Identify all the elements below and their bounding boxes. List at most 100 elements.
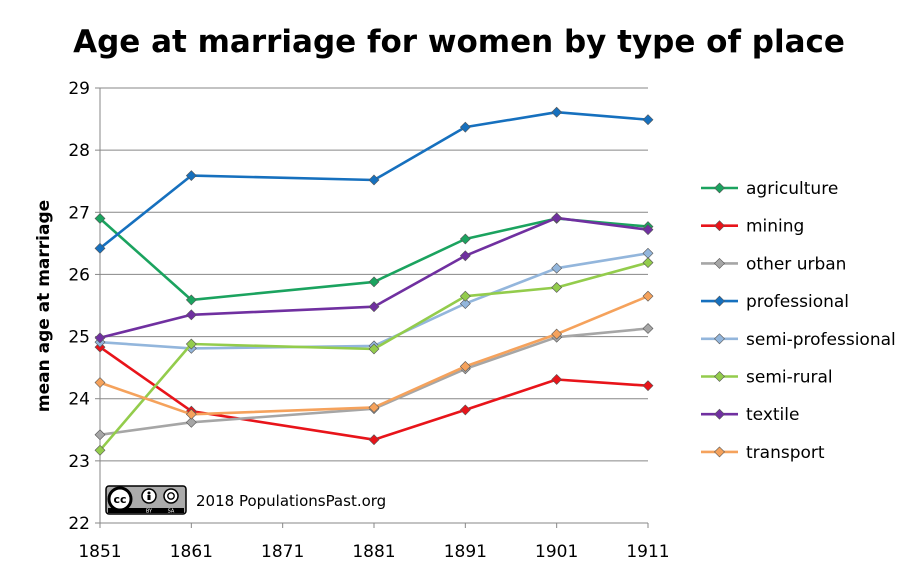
data-point bbox=[185, 416, 197, 428]
legend-item-textile: textile bbox=[701, 405, 799, 425]
legend-marker bbox=[714, 182, 725, 194]
legend-marker bbox=[714, 446, 725, 458]
legend-label: semi-rural bbox=[746, 368, 833, 388]
data-point bbox=[551, 262, 563, 274]
x-tick-label: 1861 bbox=[170, 542, 213, 562]
credit-text: 2018 PopulationsPast.org bbox=[196, 492, 386, 510]
x-tick-label: 1871 bbox=[261, 542, 304, 562]
legend-item-transport: transport bbox=[701, 443, 825, 463]
legend-label: professional bbox=[746, 292, 849, 312]
data-point bbox=[94, 377, 106, 388]
data-point bbox=[459, 404, 471, 416]
legend-label: mining bbox=[746, 217, 804, 237]
data-point bbox=[368, 301, 380, 313]
data-point bbox=[94, 429, 106, 441]
y-tick-label: 22 bbox=[68, 514, 90, 534]
series-semi-professional bbox=[94, 247, 654, 354]
y-tick-label: 25 bbox=[68, 328, 90, 348]
series-mining bbox=[94, 341, 654, 446]
data-point bbox=[94, 213, 106, 224]
y-axis-ticks: 22 23 24 25 26 27 28 29 bbox=[68, 79, 100, 534]
data-point bbox=[551, 212, 563, 224]
cc-sa-icon-arc bbox=[167, 492, 175, 500]
series-line bbox=[99, 110, 649, 250]
series-transport bbox=[94, 290, 654, 420]
legend-marker bbox=[714, 408, 725, 420]
legend-marker bbox=[714, 371, 725, 382]
x-tick-label: 1891 bbox=[444, 542, 487, 562]
data-point bbox=[459, 233, 471, 245]
series-line bbox=[99, 294, 649, 416]
data-point bbox=[551, 328, 563, 340]
data-point bbox=[94, 332, 106, 344]
cc-by-text: BY bbox=[146, 509, 153, 515]
cc-by-icon-body bbox=[147, 495, 151, 500]
x-tick-label: 1901 bbox=[535, 542, 578, 562]
legend-item-other-urban: other urban bbox=[701, 254, 846, 274]
data-point bbox=[185, 309, 197, 321]
legend: agriculture mining other urban professional… bbox=[701, 179, 896, 463]
series-line bbox=[99, 346, 649, 442]
data-point bbox=[368, 434, 380, 446]
cc-badge-strip bbox=[108, 508, 184, 513]
x-tick-label: 1911 bbox=[626, 542, 669, 562]
data-point bbox=[94, 444, 106, 456]
series-semi-rural bbox=[94, 257, 654, 456]
cc-by-icon-head bbox=[147, 491, 151, 495]
cc-sa-text: SA bbox=[168, 509, 175, 515]
y-tick-label: 28 bbox=[68, 141, 90, 161]
data-point bbox=[551, 282, 563, 293]
cc-logo-icon bbox=[107, 486, 133, 512]
data-point bbox=[642, 224, 654, 236]
y-tick-label: 29 bbox=[68, 79, 90, 99]
series-professional bbox=[94, 106, 654, 254]
series-line bbox=[99, 216, 649, 340]
data-point bbox=[185, 408, 197, 420]
data-point bbox=[642, 114, 654, 126]
series-textile bbox=[94, 212, 654, 344]
data-point bbox=[459, 121, 471, 133]
gridlines bbox=[100, 87, 648, 462]
data-point bbox=[642, 257, 654, 269]
series-line bbox=[99, 217, 649, 302]
data-point bbox=[185, 294, 197, 306]
cc-logo-text: cc bbox=[113, 493, 126, 506]
data-point bbox=[94, 242, 106, 254]
x-tick-label: 1851 bbox=[78, 542, 121, 562]
y-tick-label: 23 bbox=[68, 452, 90, 472]
legend-item-semi-rural: semi-rural bbox=[701, 368, 833, 388]
legend-label: agriculture bbox=[746, 179, 838, 199]
legend-marker bbox=[714, 333, 725, 345]
series-line bbox=[99, 327, 649, 437]
legend-item-agriculture: agriculture bbox=[701, 179, 838, 199]
data-point bbox=[642, 323, 654, 334]
data-point bbox=[185, 170, 197, 182]
data-point bbox=[459, 298, 471, 310]
data-point bbox=[368, 276, 380, 288]
legend-item-professional: professional bbox=[701, 292, 849, 312]
cc-license-badge: cc BY SA bbox=[105, 485, 187, 515]
y-tick-label: 26 bbox=[68, 265, 90, 285]
legend-marker bbox=[714, 257, 725, 269]
x-tick-label: 1881 bbox=[352, 542, 395, 562]
y-tick-label: 27 bbox=[68, 203, 90, 223]
data-point bbox=[368, 401, 380, 413]
y-tick-label: 24 bbox=[68, 390, 90, 410]
data-point bbox=[368, 343, 380, 355]
legend-label: other urban bbox=[746, 254, 846, 274]
data-point bbox=[642, 247, 654, 259]
legend-label: semi-professional bbox=[746, 330, 896, 350]
y-axis-label: mean age at marriage bbox=[34, 200, 54, 412]
series-line bbox=[99, 261, 649, 452]
cc-sa-icon bbox=[163, 488, 179, 504]
chart-title: Age at marriage for women by type of pla… bbox=[73, 24, 845, 60]
series-line bbox=[99, 252, 649, 350]
data-point bbox=[368, 174, 380, 186]
legend-label: textile bbox=[746, 405, 799, 425]
legend-marker bbox=[714, 295, 725, 307]
legend-item-mining: mining bbox=[701, 217, 804, 237]
data-point bbox=[642, 290, 654, 302]
data-point bbox=[642, 380, 654, 392]
data-point bbox=[459, 250, 471, 262]
